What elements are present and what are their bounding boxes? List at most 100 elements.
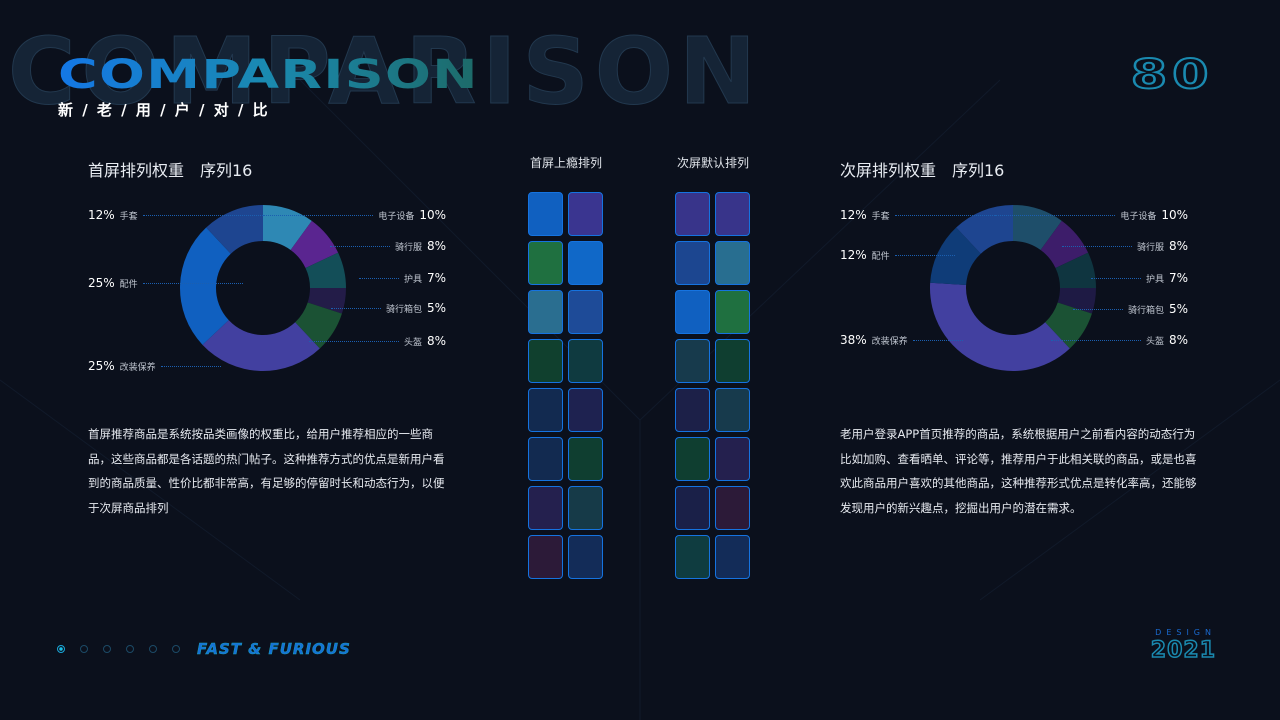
leader-line [358, 277, 399, 279]
category-name: 骑行箱包 [385, 304, 422, 315]
page-dot[interactable] [103, 645, 111, 653]
donut-slice-护具 [305, 252, 346, 288]
donut-slice-骑行箱包 [1057, 288, 1096, 314]
category-name: 配件 [871, 251, 890, 262]
pagination-dots [57, 645, 180, 653]
percent-value: 12% [840, 248, 867, 262]
donut-slice-配件 [930, 227, 981, 286]
left-chart-title: 首屏排列权重 序列16 [88, 161, 253, 180]
legend-label-护具: 护具 7% [358, 271, 446, 285]
donut-slice-手套 [956, 205, 1013, 254]
leader-line [142, 214, 263, 216]
page-number: 80 [1130, 51, 1214, 99]
right-donut-chart [930, 205, 1096, 371]
page-title: COMPARISON [58, 52, 479, 98]
leader-line [308, 340, 399, 342]
page-dot[interactable] [80, 645, 88, 653]
page-subtitle: 新 / 老 / 用 / 户 / 对 / 比 [58, 101, 270, 119]
percent-value: 8% [1168, 239, 1188, 253]
legend-label-头盔: 头盔 8% [308, 334, 446, 348]
right-description: 老用户登录APP首页推荐的商品，系统根据用户之前看内容的动态行为比如加购、查看晒… [840, 427, 1197, 515]
col2-tile [675, 339, 710, 383]
col1-tile [528, 388, 563, 432]
leader-line [1050, 339, 1141, 341]
legend-label-配件: 25% 配件 [88, 276, 243, 290]
donut-slice-电子设备 [1013, 205, 1062, 250]
donut-slice-手套 [206, 205, 263, 254]
donut-slice-改装保养 [930, 282, 1070, 371]
leader-line [330, 307, 381, 309]
percent-value: 25% [88, 359, 115, 373]
donut-slice-护具 [1055, 252, 1096, 288]
donut-slice-改装保养 [202, 320, 320, 371]
col2-tile [675, 241, 710, 285]
leader-line [160, 365, 221, 367]
col1-tile [568, 192, 603, 236]
col2-tile [675, 437, 710, 481]
percent-value: 12% [840, 208, 867, 222]
leader-line [142, 282, 243, 284]
page-dot[interactable] [149, 645, 157, 653]
leader-line [894, 254, 955, 256]
col1-tile [568, 535, 603, 579]
donut-slice-骑行服 [1040, 220, 1089, 268]
col1-tile [528, 290, 563, 334]
legend-label-电子设备: 电子设备 10% [263, 208, 446, 222]
percent-value: 8% [426, 334, 446, 348]
ghost-heading: COMPARISON [8, 18, 762, 126]
col1-tile [528, 486, 563, 530]
col1-tile [568, 437, 603, 481]
col2-tile [675, 535, 710, 579]
col1-tile [528, 241, 563, 285]
col1-tile [528, 339, 563, 383]
col2-tile [715, 192, 750, 236]
category-name: 改装保养 [119, 362, 156, 373]
category-name: 电子设备 [378, 211, 415, 222]
percent-value: 12% [88, 208, 115, 222]
category-name: 配件 [119, 279, 138, 290]
category-name: 电子设备 [1120, 211, 1157, 222]
percent-value: 7% [1168, 271, 1188, 285]
legend-label-手套: 12% 手套 [88, 208, 263, 222]
center-col1-title: 首屏上瘾排列 [530, 156, 603, 170]
col2-tile [715, 388, 750, 432]
category-name: 骑行箱包 [1127, 305, 1164, 316]
percent-value: 10% [1161, 208, 1188, 222]
percent-value: 8% [426, 239, 446, 253]
leader-line [912, 339, 963, 341]
page-dot[interactable] [126, 645, 134, 653]
col1-tile [568, 241, 603, 285]
legend-label-骑行服: 骑行服 8% [329, 239, 446, 253]
donut-slice-头盔 [295, 302, 342, 349]
col1-tile [568, 388, 603, 432]
category-name: 手套 [119, 211, 138, 222]
leader-line [263, 214, 374, 216]
right-chart-title: 次屏排列权重 序列16 [840, 161, 1005, 180]
category-name: 骑行服 [394, 242, 422, 253]
col1-tile [568, 339, 603, 383]
col1-tile [568, 486, 603, 530]
donut-slice-配件 [180, 227, 231, 345]
legend-label-骑行箱包: 骑行箱包 5% [1072, 302, 1188, 316]
col2-tile [675, 388, 710, 432]
percent-value: 5% [1168, 302, 1188, 316]
col2-tile [715, 241, 750, 285]
category-name: 头盔 [1145, 336, 1164, 347]
col2-tile [715, 486, 750, 530]
design-label: DESIGN [1155, 628, 1216, 637]
col2-tile [715, 339, 750, 383]
percent-value: 38% [840, 333, 867, 347]
col2-tile [715, 535, 750, 579]
legend-label-手套: 12% 手套 [840, 208, 1005, 222]
leader-line [1072, 308, 1123, 310]
legend-label-改装保养: 38% 改装保养 [840, 333, 963, 347]
page-dot[interactable] [57, 645, 65, 653]
category-name: 护具 [1145, 274, 1164, 285]
center-col2-title: 次屏默认排列 [677, 156, 750, 170]
page-dot[interactable] [172, 645, 180, 653]
leader-line [995, 214, 1116, 216]
donut-slice-电子设备 [263, 205, 312, 250]
leader-line [894, 214, 1005, 216]
legend-label-头盔: 头盔 8% [1050, 333, 1188, 347]
